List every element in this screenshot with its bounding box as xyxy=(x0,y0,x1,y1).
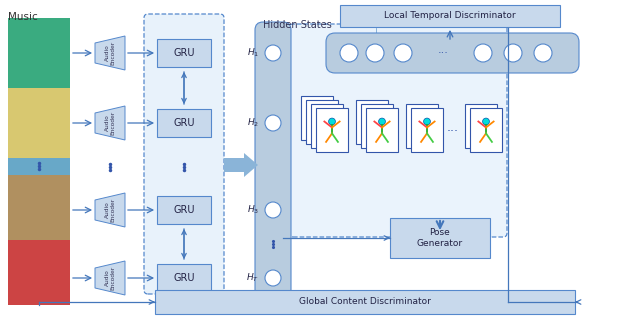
Circle shape xyxy=(366,44,384,62)
Text: ···: ··· xyxy=(447,126,459,138)
Bar xyxy=(366,108,398,152)
Circle shape xyxy=(265,202,281,218)
Bar xyxy=(8,240,70,305)
Bar xyxy=(301,96,333,140)
Text: $H_3$: $H_3$ xyxy=(247,204,259,216)
Circle shape xyxy=(474,44,492,62)
Bar xyxy=(157,39,211,67)
Bar xyxy=(157,109,211,137)
FancyBboxPatch shape xyxy=(326,33,579,73)
Circle shape xyxy=(265,115,281,131)
Polygon shape xyxy=(95,261,125,295)
Text: Audio
Encoder: Audio Encoder xyxy=(104,198,115,222)
Circle shape xyxy=(265,45,281,61)
Bar xyxy=(361,104,393,148)
Text: $H_T$: $H_T$ xyxy=(246,272,259,284)
Text: GRU: GRU xyxy=(173,118,195,128)
Text: $H_1$: $H_1$ xyxy=(247,47,259,59)
Circle shape xyxy=(483,118,490,125)
Polygon shape xyxy=(95,193,125,227)
Bar xyxy=(411,108,443,152)
Text: Audio
Encoder: Audio Encoder xyxy=(104,111,115,135)
Text: ···: ··· xyxy=(438,48,449,58)
Text: Hidden States: Hidden States xyxy=(263,20,332,30)
Bar xyxy=(157,264,211,292)
Polygon shape xyxy=(244,153,258,177)
Text: GRU: GRU xyxy=(173,205,195,215)
Bar xyxy=(8,18,70,88)
Polygon shape xyxy=(95,106,125,140)
Circle shape xyxy=(504,44,522,62)
Text: Global Content Discriminator: Global Content Discriminator xyxy=(299,298,431,307)
Bar xyxy=(311,104,343,148)
Bar xyxy=(8,88,70,158)
Bar xyxy=(8,158,70,175)
Bar xyxy=(155,290,575,314)
Bar xyxy=(406,104,438,148)
Text: Local Temporal Discriminator: Local Temporal Discriminator xyxy=(384,12,516,21)
Bar xyxy=(157,196,211,224)
Circle shape xyxy=(424,118,431,125)
Bar xyxy=(356,100,388,144)
Bar xyxy=(316,108,348,152)
Bar xyxy=(8,175,70,240)
Circle shape xyxy=(265,270,281,286)
FancyBboxPatch shape xyxy=(255,22,291,298)
FancyBboxPatch shape xyxy=(144,14,224,294)
Bar xyxy=(340,5,560,27)
Bar xyxy=(470,108,502,152)
Text: Music: Music xyxy=(8,12,38,22)
Circle shape xyxy=(379,118,385,125)
Circle shape xyxy=(340,44,358,62)
Circle shape xyxy=(394,44,412,62)
Text: GRU: GRU xyxy=(173,48,195,58)
Bar xyxy=(224,158,244,172)
Bar xyxy=(390,218,490,258)
Text: Audio
Encoder: Audio Encoder xyxy=(104,41,115,65)
Text: Audio
Encoder: Audio Encoder xyxy=(104,266,115,290)
Text: Pose
Generator: Pose Generator xyxy=(417,228,463,248)
Polygon shape xyxy=(95,36,125,70)
Bar xyxy=(465,104,497,148)
Circle shape xyxy=(534,44,552,62)
FancyBboxPatch shape xyxy=(289,24,507,237)
Text: $H_2$: $H_2$ xyxy=(247,117,259,129)
Bar xyxy=(306,100,338,144)
Text: GRU: GRU xyxy=(173,273,195,283)
Circle shape xyxy=(328,118,335,125)
